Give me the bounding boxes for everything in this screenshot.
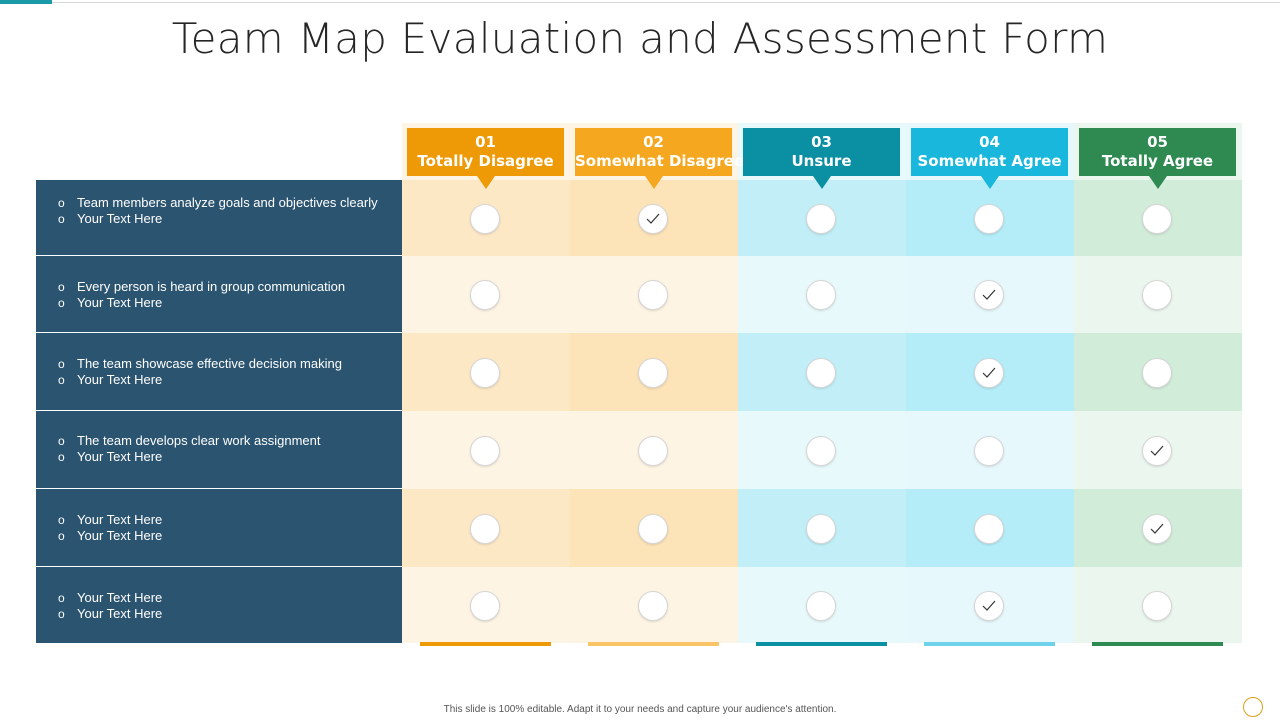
statement-item: Your Text Here bbox=[58, 372, 388, 388]
statement-item: Your Text Here bbox=[58, 211, 388, 227]
column-bottom-bar bbox=[420, 642, 551, 646]
rating-radio[interactable] bbox=[470, 357, 500, 388]
column-label: Totally Disagree bbox=[417, 152, 554, 170]
rating-radio-checked[interactable] bbox=[974, 280, 1004, 310]
rating-radio-checked[interactable] bbox=[1142, 435, 1172, 466]
column-bottom-bar bbox=[756, 642, 887, 646]
statement-row: Team members analyze goals and objective… bbox=[36, 180, 402, 255]
statement-list: Your Text HereYour Text Here bbox=[58, 590, 388, 622]
rating-radio[interactable] bbox=[806, 203, 836, 234]
rating-radio[interactable] bbox=[470, 513, 500, 544]
header-pointer bbox=[980, 176, 999, 189]
column-header: 05 Totally Agree bbox=[1079, 128, 1236, 189]
header-pointer bbox=[812, 176, 831, 189]
statement-row: Your Text HereYour Text Here bbox=[36, 567, 402, 643]
header-pointer bbox=[644, 176, 663, 189]
footer-note: This slide is 100% editable. Adapt it to… bbox=[443, 704, 837, 715]
statement-item: Your Text Here bbox=[58, 606, 388, 622]
statement-item: Every person is heard in group communica… bbox=[58, 279, 388, 295]
corner-circle-icon bbox=[1243, 697, 1263, 717]
checkmark-icon bbox=[982, 367, 996, 378]
column-header: 04 Somewhat Agree bbox=[911, 128, 1068, 189]
checkmark-icon bbox=[982, 600, 996, 611]
column-label: Somewhat Agree bbox=[917, 152, 1062, 170]
rating-radio[interactable] bbox=[638, 280, 668, 310]
statement-list: Your Text HereYour Text Here bbox=[58, 512, 388, 544]
rating-radio[interactable] bbox=[638, 435, 668, 466]
statement-list: The team develops clear work assignmentY… bbox=[58, 433, 388, 465]
column-number: 04 bbox=[979, 133, 1000, 151]
row-divider bbox=[36, 566, 402, 567]
statement-item: Your Text Here bbox=[58, 528, 388, 544]
statement-item: The team develops clear work assignment bbox=[58, 433, 388, 449]
top-rule bbox=[52, 2, 1280, 3]
statement-row: Every person is heard in group communica… bbox=[36, 256, 402, 332]
rating-radio-checked[interactable] bbox=[974, 357, 1004, 388]
column-number: 01 bbox=[475, 133, 496, 151]
rating-radio[interactable] bbox=[806, 513, 836, 544]
checkmark-icon bbox=[646, 213, 660, 224]
statement-item: Team members analyze goals and objective… bbox=[58, 195, 388, 211]
rating-radio-checked[interactable] bbox=[638, 203, 668, 234]
checkmark-icon bbox=[1150, 445, 1164, 456]
rating-radio[interactable] bbox=[470, 591, 500, 621]
row-divider bbox=[36, 255, 402, 256]
rating-radio[interactable] bbox=[974, 203, 1004, 234]
row-divider bbox=[36, 488, 402, 489]
column-number: 02 bbox=[643, 133, 664, 151]
header-pointer bbox=[476, 176, 495, 189]
rating-radio[interactable] bbox=[470, 203, 500, 234]
column-header: 01 Totally Disagree bbox=[407, 128, 564, 189]
checkmark-icon bbox=[1150, 523, 1164, 534]
column-bottom-bar bbox=[588, 642, 719, 646]
statement-item: Your Text Here bbox=[58, 512, 388, 528]
statement-item: Your Text Here bbox=[58, 449, 388, 465]
checkmark-icon bbox=[982, 289, 996, 300]
column-label: Somewhat Disagree bbox=[575, 152, 745, 170]
rating-radio[interactable] bbox=[974, 513, 1004, 544]
statement-list: The team showcase effective decision mak… bbox=[58, 356, 388, 388]
statement-item: Your Text Here bbox=[58, 295, 388, 311]
column-bottom-bar bbox=[924, 642, 1055, 646]
row-divider bbox=[36, 410, 402, 411]
page-title: Team Map Evaluation and Assessment Form bbox=[171, 14, 1109, 63]
column-number: 05 bbox=[1147, 133, 1168, 151]
statement-row: Your Text HereYour Text Here bbox=[36, 489, 402, 566]
rating-radio-checked[interactable] bbox=[974, 591, 1004, 621]
accent-bar bbox=[0, 0, 52, 4]
column-label: Unsure bbox=[791, 152, 852, 170]
statement-list: Every person is heard in group communica… bbox=[58, 279, 388, 311]
rating-radio[interactable] bbox=[1142, 357, 1172, 388]
rating-radio[interactable] bbox=[806, 357, 836, 388]
rating-radio[interactable] bbox=[638, 357, 668, 388]
column-header: 03 Unsure bbox=[743, 128, 900, 189]
rating-radio-checked[interactable] bbox=[1142, 513, 1172, 544]
rating-radio[interactable] bbox=[470, 435, 500, 466]
rating-radio[interactable] bbox=[806, 435, 836, 466]
rating-radio[interactable] bbox=[470, 280, 500, 310]
statement-row: The team develops clear work assignmentY… bbox=[36, 411, 402, 488]
statement-row: The team showcase effective decision mak… bbox=[36, 333, 402, 410]
rating-radio[interactable] bbox=[638, 513, 668, 544]
column-bottom-bar bbox=[1092, 642, 1223, 646]
column-number: 03 bbox=[811, 133, 832, 151]
rating-radio[interactable] bbox=[1142, 591, 1172, 621]
statement-item: Your Text Here bbox=[58, 590, 388, 606]
rating-radio[interactable] bbox=[806, 280, 836, 310]
column-header: 02 Somewhat Disagree bbox=[575, 128, 745, 189]
rating-radio[interactable] bbox=[806, 591, 836, 621]
row-divider bbox=[36, 332, 402, 333]
header-pointer bbox=[1148, 176, 1167, 189]
rating-radio[interactable] bbox=[638, 591, 668, 621]
statement-list: Team members analyze goals and objective… bbox=[58, 195, 388, 227]
column-label: Totally Agree bbox=[1101, 152, 1214, 170]
rating-radio[interactable] bbox=[1142, 280, 1172, 310]
rating-radio[interactable] bbox=[974, 435, 1004, 466]
statement-item: The team showcase effective decision mak… bbox=[58, 356, 388, 372]
rating-radio[interactable] bbox=[1142, 203, 1172, 234]
